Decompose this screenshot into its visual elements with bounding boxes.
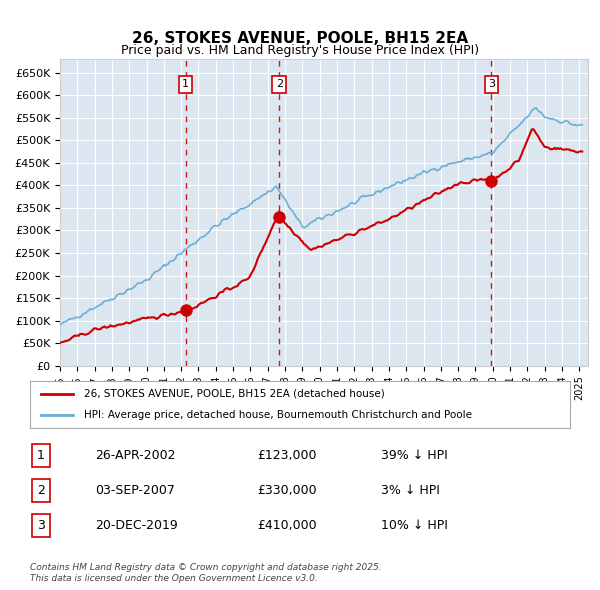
Text: 03-SEP-2007: 03-SEP-2007 xyxy=(95,484,175,497)
Text: HPI: Average price, detached house, Bournemouth Christchurch and Poole: HPI: Average price, detached house, Bour… xyxy=(84,409,472,419)
Text: 2: 2 xyxy=(37,484,45,497)
Text: £330,000: £330,000 xyxy=(257,484,316,497)
Text: 10% ↓ HPI: 10% ↓ HPI xyxy=(381,519,448,532)
Text: Contains HM Land Registry data © Crown copyright and database right 2025.
This d: Contains HM Land Registry data © Crown c… xyxy=(30,563,382,583)
Text: 3% ↓ HPI: 3% ↓ HPI xyxy=(381,484,440,497)
Text: £123,000: £123,000 xyxy=(257,449,316,462)
Text: 20-DEC-2019: 20-DEC-2019 xyxy=(95,519,178,532)
Text: 26-APR-2002: 26-APR-2002 xyxy=(95,449,175,462)
Text: 26, STOKES AVENUE, POOLE, BH15 2EA: 26, STOKES AVENUE, POOLE, BH15 2EA xyxy=(132,31,468,46)
Text: 1: 1 xyxy=(182,79,189,89)
Text: 3: 3 xyxy=(37,519,45,532)
Text: 2: 2 xyxy=(276,79,283,89)
Text: Price paid vs. HM Land Registry's House Price Index (HPI): Price paid vs. HM Land Registry's House … xyxy=(121,44,479,57)
Text: 39% ↓ HPI: 39% ↓ HPI xyxy=(381,449,448,462)
Text: 26, STOKES AVENUE, POOLE, BH15 2EA (detached house): 26, STOKES AVENUE, POOLE, BH15 2EA (deta… xyxy=(84,389,385,399)
Text: 3: 3 xyxy=(488,79,495,89)
Text: £410,000: £410,000 xyxy=(257,519,316,532)
Text: 1: 1 xyxy=(37,449,45,462)
